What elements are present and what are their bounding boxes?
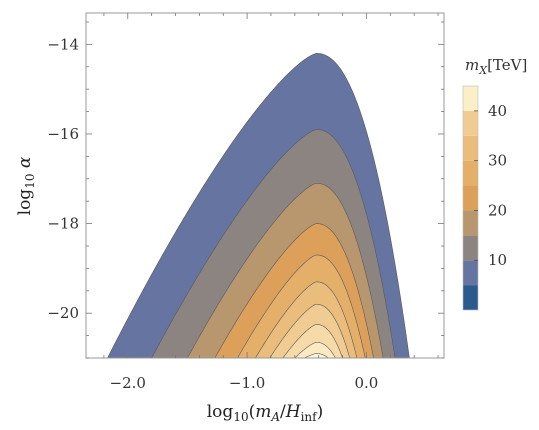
legend-swatch <box>463 86 478 111</box>
legend-swatch <box>463 135 478 161</box>
legend-swatch <box>463 185 478 211</box>
x-tick-label: −1.0 <box>229 374 265 392</box>
legend-swatch <box>463 110 478 136</box>
legend-swatch <box>463 235 478 261</box>
legend-tick-label: 40 <box>488 102 507 120</box>
legend: 10 20 30 40 <box>462 85 507 311</box>
y-tick-label: −14 <box>47 35 79 53</box>
y-axis-title: log10 α <box>15 156 37 215</box>
y-tick-label: −16 <box>47 125 79 143</box>
x-axis-title: log10(mA/Hinf) <box>207 402 324 424</box>
contour-regions <box>106 53 410 359</box>
y-axis: −20 −18 −16 −14 <box>47 21 444 359</box>
contour-level-9 <box>294 342 336 359</box>
plot-frame <box>85 12 445 359</box>
legend-tick-label: 20 <box>488 201 507 219</box>
legend-swatch <box>463 285 478 310</box>
legend-swatch <box>463 210 478 236</box>
y-tick-label: −20 <box>47 304 79 322</box>
x-tick-label: 0.0 <box>355 374 379 392</box>
x-axis: −2.0 −1.0 0.0 <box>103 13 439 392</box>
legend-tick-label: 10 <box>488 251 507 269</box>
legend-swatch <box>463 160 478 186</box>
legend-title: mX[TeV] <box>465 56 527 77</box>
y-tick-label: −18 <box>47 215 79 233</box>
legend-frame <box>462 85 479 311</box>
x-tick-label: −2.0 <box>110 374 146 392</box>
legend-swatch <box>463 260 478 286</box>
contour-level-10 <box>304 353 330 359</box>
legend-tick-label: 30 <box>488 152 507 170</box>
